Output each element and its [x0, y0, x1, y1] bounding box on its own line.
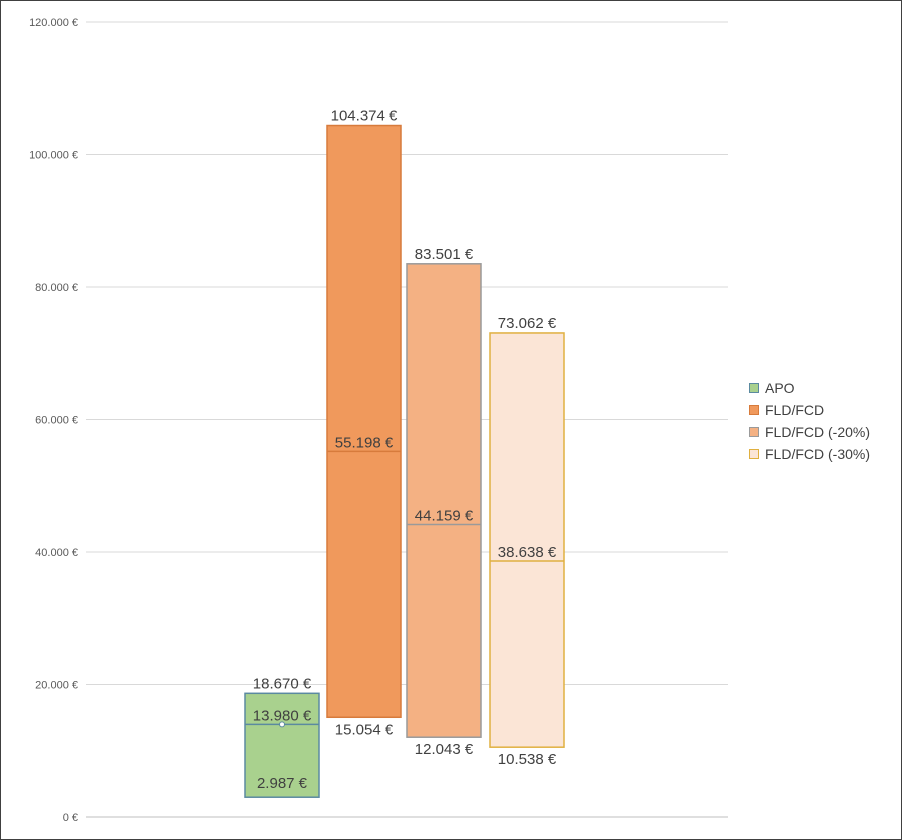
- legend: APO FLD/FCD FLD/FCD (-20%) FLD/FCD (-30%): [749, 377, 870, 465]
- legend-swatch: [749, 427, 759, 437]
- legend-label: FLD/FCD (-30%): [765, 446, 871, 462]
- legend-swatch: [749, 405, 759, 415]
- y-tick-label: 20.000 €: [35, 680, 78, 692]
- legend-item: FLD/FCD: [749, 399, 870, 421]
- y-tick-label: 120.000 €: [29, 17, 78, 29]
- data-label-max: 104.374 €: [331, 108, 398, 125]
- y-tick-label: 100.000 €: [29, 150, 78, 162]
- data-label-min: 15.054 €: [335, 721, 394, 738]
- data-label-max: 73.062 €: [498, 315, 557, 332]
- legend-item: APO: [749, 377, 870, 399]
- legend-item: FLD/FCD (-20%): [749, 421, 870, 443]
- legend-swatch: [749, 383, 759, 393]
- median-marker: [279, 721, 285, 728]
- data-label-mid: 55.198 €: [335, 434, 394, 451]
- data-label-max: 83.501 €: [415, 246, 474, 263]
- range-bar: [489, 332, 565, 748]
- data-label-min: 10.538 €: [498, 751, 557, 768]
- y-tick-label: 0 €: [63, 812, 78, 824]
- legend-label: FLD/FCD (-20%): [765, 424, 871, 440]
- range-bar: [326, 124, 402, 719]
- data-label-min: 12.043 €: [415, 741, 474, 758]
- y-tick-label: 40.000 €: [35, 547, 78, 559]
- y-tick-label: 80.000 €: [35, 282, 78, 294]
- range-bar: [406, 263, 482, 738]
- data-label-min: 2.987 €: [257, 775, 308, 792]
- y-tick-label: 60.000 €: [35, 415, 78, 427]
- data-label-mid: 44.159 €: [415, 507, 474, 524]
- data-label-mid: 38.638 €: [498, 544, 557, 561]
- data-label-max: 18.670 €: [253, 675, 312, 692]
- data-label-mid: 13.980 €: [253, 707, 312, 724]
- legend-label: FLD/FCD: [765, 402, 825, 418]
- legend-swatch: [749, 449, 759, 459]
- legend-item: FLD/FCD (-30%): [749, 443, 870, 465]
- legend-label: APO: [765, 380, 795, 396]
- range-bar: [244, 692, 320, 798]
